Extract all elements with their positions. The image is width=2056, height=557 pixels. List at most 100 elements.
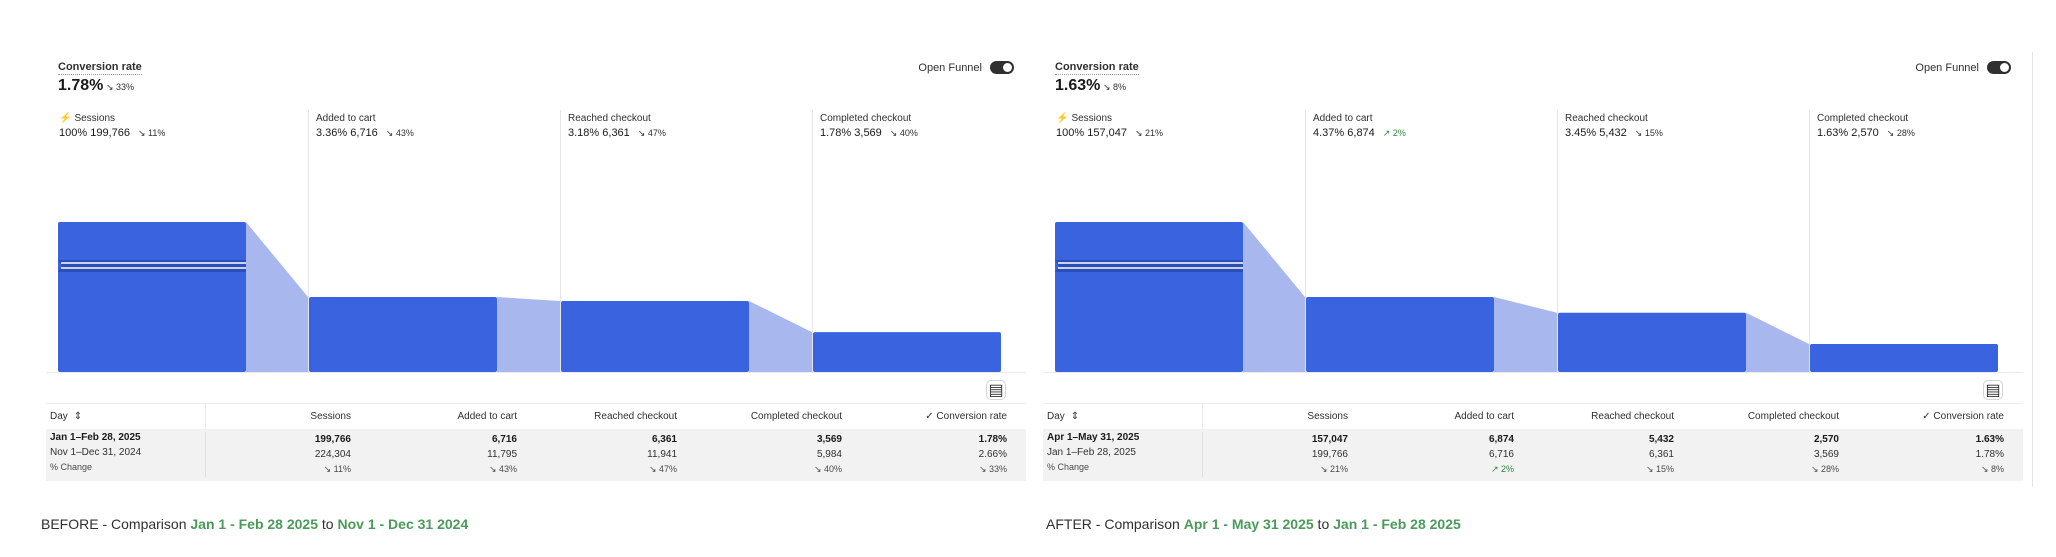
funnel-panel-after: Conversion rate 1.63% ↘ 8% Open Funnel ⚡…: [1043, 52, 2033, 492]
column-header[interactable]: ✓ Conversion rate: [925, 411, 1007, 422]
sessions-icon: ⚡: [59, 113, 72, 124]
table-body: Apr 1–May 31, 2025 157,047 6,874 5,432 2…: [1043, 429, 2023, 481]
funnel-flow: [497, 297, 560, 372]
stage-change: ↘ 43%: [385, 128, 414, 138]
funnel-bar[interactable]: [561, 300, 749, 372]
table-row-change: % Change ↘ 21% ↗ 2% ↘ 15% ↘ 28% ↘ 8%: [1043, 462, 2023, 477]
open-funnel-toggle-group: Open Funnel: [1915, 61, 2011, 74]
stage-name: Added to cart: [316, 113, 376, 124]
check-icon: ✓: [1922, 411, 1934, 422]
stage-name: Completed checkout: [1817, 113, 1909, 124]
conversion-rate-change: ↘ 8%: [1103, 82, 1127, 92]
stage-change: ↘ 15%: [1634, 128, 1663, 138]
stage-stats: 3.18% 6,361 ↘ 47%: [568, 127, 666, 139]
conversion-rate-label[interactable]: Conversion rate: [1055, 61, 1139, 75]
open-funnel-label: Open Funnel: [1915, 61, 1979, 74]
day-column-header[interactable]: Day ⇕: [1043, 403, 1203, 430]
open-funnel-toggle[interactable]: [1987, 61, 2011, 74]
stage-stats: 100% 157,047 ↘ 21%: [1056, 127, 1164, 139]
column-header[interactable]: Reached checkout: [594, 411, 677, 422]
funnel-flow: [1494, 297, 1557, 372]
stage-stats: 4.37% 6,874 ↗ 2%: [1313, 127, 1406, 139]
stage-change: ↘ 47%: [637, 128, 666, 138]
stage-change: ↘ 11%: [137, 128, 166, 138]
stage-column-added-to-cart: Added to cart 4.37% 6,874 ↗ 2%: [1305, 110, 1557, 372]
conversion-rate-label[interactable]: Conversion rate: [58, 61, 142, 75]
stage-change: ↘ 28%: [1886, 128, 1915, 138]
caption-before: BEFORE - Comparison Jan 1 - Feb 28 2025 …: [41, 516, 469, 532]
table-row-change: % Change ↘ 11% ↘ 43% ↘ 47% ↘ 40% ↘ 33%: [46, 462, 1026, 477]
table-view-button[interactable]: ▤: [986, 380, 1006, 400]
stage-column-reached-checkout: Reached checkout 3.18% 6,361 ↘ 47%: [560, 110, 812, 372]
stage-name: ⚡ Sessions: [59, 113, 116, 124]
column-header[interactable]: Added to cart: [457, 411, 517, 422]
stage-change: ↘ 40%: [889, 128, 918, 138]
funnel-bar[interactable]: [1306, 297, 1494, 372]
caption-after: AFTER - Comparison Apr 1 - May 31 2025 t…: [1046, 516, 1461, 532]
date-range-comparison: Jan 1 - Feb 28 2025: [1333, 516, 1461, 532]
date-range-current: Jan 1 - Feb 28 2025: [190, 516, 319, 532]
stage-column-completed-checkout: Completed checkout 1.63% 2,570 ↘ 28%: [1809, 110, 2009, 372]
stage-name: Added to cart: [1313, 113, 1373, 124]
table-view-button[interactable]: ▤: [1983, 380, 2003, 400]
check-icon: ✓: [925, 411, 937, 422]
funnel-bar[interactable]: [58, 222, 246, 372]
funnel-flow: [1243, 222, 1305, 372]
funnel-bar[interactable]: [813, 332, 1001, 372]
chart-divider: [46, 372, 1026, 373]
data-table: Day ⇕ Sessions Added to cart Reached chec…: [1043, 403, 2023, 481]
column-header[interactable]: ✓ Conversion rate: [1922, 411, 2004, 422]
column-header[interactable]: Sessions: [1307, 411, 1348, 422]
stage-stats: 1.63% 2,570 ↘ 28%: [1817, 127, 1915, 139]
open-funnel-toggle-group: Open Funnel: [918, 61, 1014, 74]
stage-name: ⚡ Sessions: [1056, 113, 1113, 124]
stage-change: ↘ 21%: [1134, 128, 1164, 138]
conversion-rate-change: ↘ 33%: [106, 82, 135, 92]
data-table: Day ⇕ Sessions Added to cart Reached chec…: [46, 403, 1026, 481]
open-funnel-toggle[interactable]: [990, 61, 1014, 74]
stage-column-completed-checkout: Completed checkout 1.78% 3,569 ↘ 40%: [812, 110, 1012, 372]
funnel-chart: [58, 222, 1001, 372]
table-body: Jan 1–Feb 28, 2025 199,766 6,716 6,361 3…: [46, 429, 1026, 481]
funnel-bar[interactable]: [1810, 343, 1998, 372]
date-range-comparison: Nov 1 - Dec 31 2024: [337, 516, 469, 532]
stage-stats: 3.45% 5,432 ↘ 15%: [1565, 127, 1663, 139]
funnel-bar[interactable]: [309, 297, 497, 372]
stage-column-reached-checkout: Reached checkout 3.45% 5,432 ↘ 15%: [1557, 110, 1809, 372]
stage-change: ↗ 2%: [1382, 128, 1406, 138]
stage-column-sessions: ⚡ Sessions 100% 157,047 ↘ 21%: [1055, 110, 1305, 372]
sort-icon: ⇕: [73, 411, 83, 422]
table-row: Nov 1–Dec 31, 2024 224,304 11,795 11,941…: [46, 447, 1026, 462]
funnel-bar[interactable]: [1055, 222, 1243, 372]
funnel-panel-before: Conversion rate 1.78% ↘ 33% Open Funnel …: [46, 52, 1026, 492]
column-header[interactable]: Reached checkout: [1591, 411, 1674, 422]
stage-column-sessions: ⚡ Sessions 100% 199,766 ↘ 11%: [58, 110, 308, 372]
day-column-header[interactable]: Day ⇕: [46, 403, 206, 430]
table-row: Jan 1–Feb 28, 2025 199,766 6,716 6,361 3…: [46, 432, 1026, 447]
column-header[interactable]: Completed checkout: [750, 411, 842, 422]
sort-icon: ⇕: [1070, 411, 1080, 422]
stage-name: Reached checkout: [1565, 113, 1648, 124]
funnel-flow: [246, 222, 308, 372]
conversion-rate-value: 1.78%: [58, 77, 104, 94]
stage-column-added-to-cart: Added to cart 3.36% 6,716 ↘ 43%: [308, 110, 560, 372]
table-header: Day ⇕ Sessions Added to cart Reached chec…: [1043, 403, 2023, 430]
column-header[interactable]: Completed checkout: [1747, 411, 1839, 422]
table-header: Day ⇕ Sessions Added to cart Reached chec…: [46, 403, 1026, 430]
funnel-flow: [749, 300, 812, 372]
column-header[interactable]: Added to cart: [1454, 411, 1514, 422]
chart-divider: [1043, 372, 2023, 373]
funnel-bar[interactable]: [1558, 312, 1746, 372]
stage-stats: 100% 199,766 ↘ 11%: [59, 127, 166, 139]
open-funnel-label: Open Funnel: [918, 61, 982, 74]
table-row: Jan 1–Feb 28, 2025 199,766 6,716 6,361 3…: [1043, 447, 2023, 462]
stage-stats: 1.78% 3,569 ↘ 40%: [820, 127, 918, 139]
stage-stats: 3.36% 6,716 ↘ 43%: [316, 127, 414, 139]
table-icon: ▤: [1985, 382, 2001, 399]
funnel-flow: [1746, 312, 1809, 372]
table-row: Apr 1–May 31, 2025 157,047 6,874 5,432 2…: [1043, 432, 2023, 447]
column-header[interactable]: Sessions: [310, 411, 351, 422]
stage-name: Reached checkout: [568, 113, 651, 124]
stage-name: Completed checkout: [820, 113, 912, 124]
date-range-current: Apr 1 - May 31 2025: [1183, 516, 1314, 532]
